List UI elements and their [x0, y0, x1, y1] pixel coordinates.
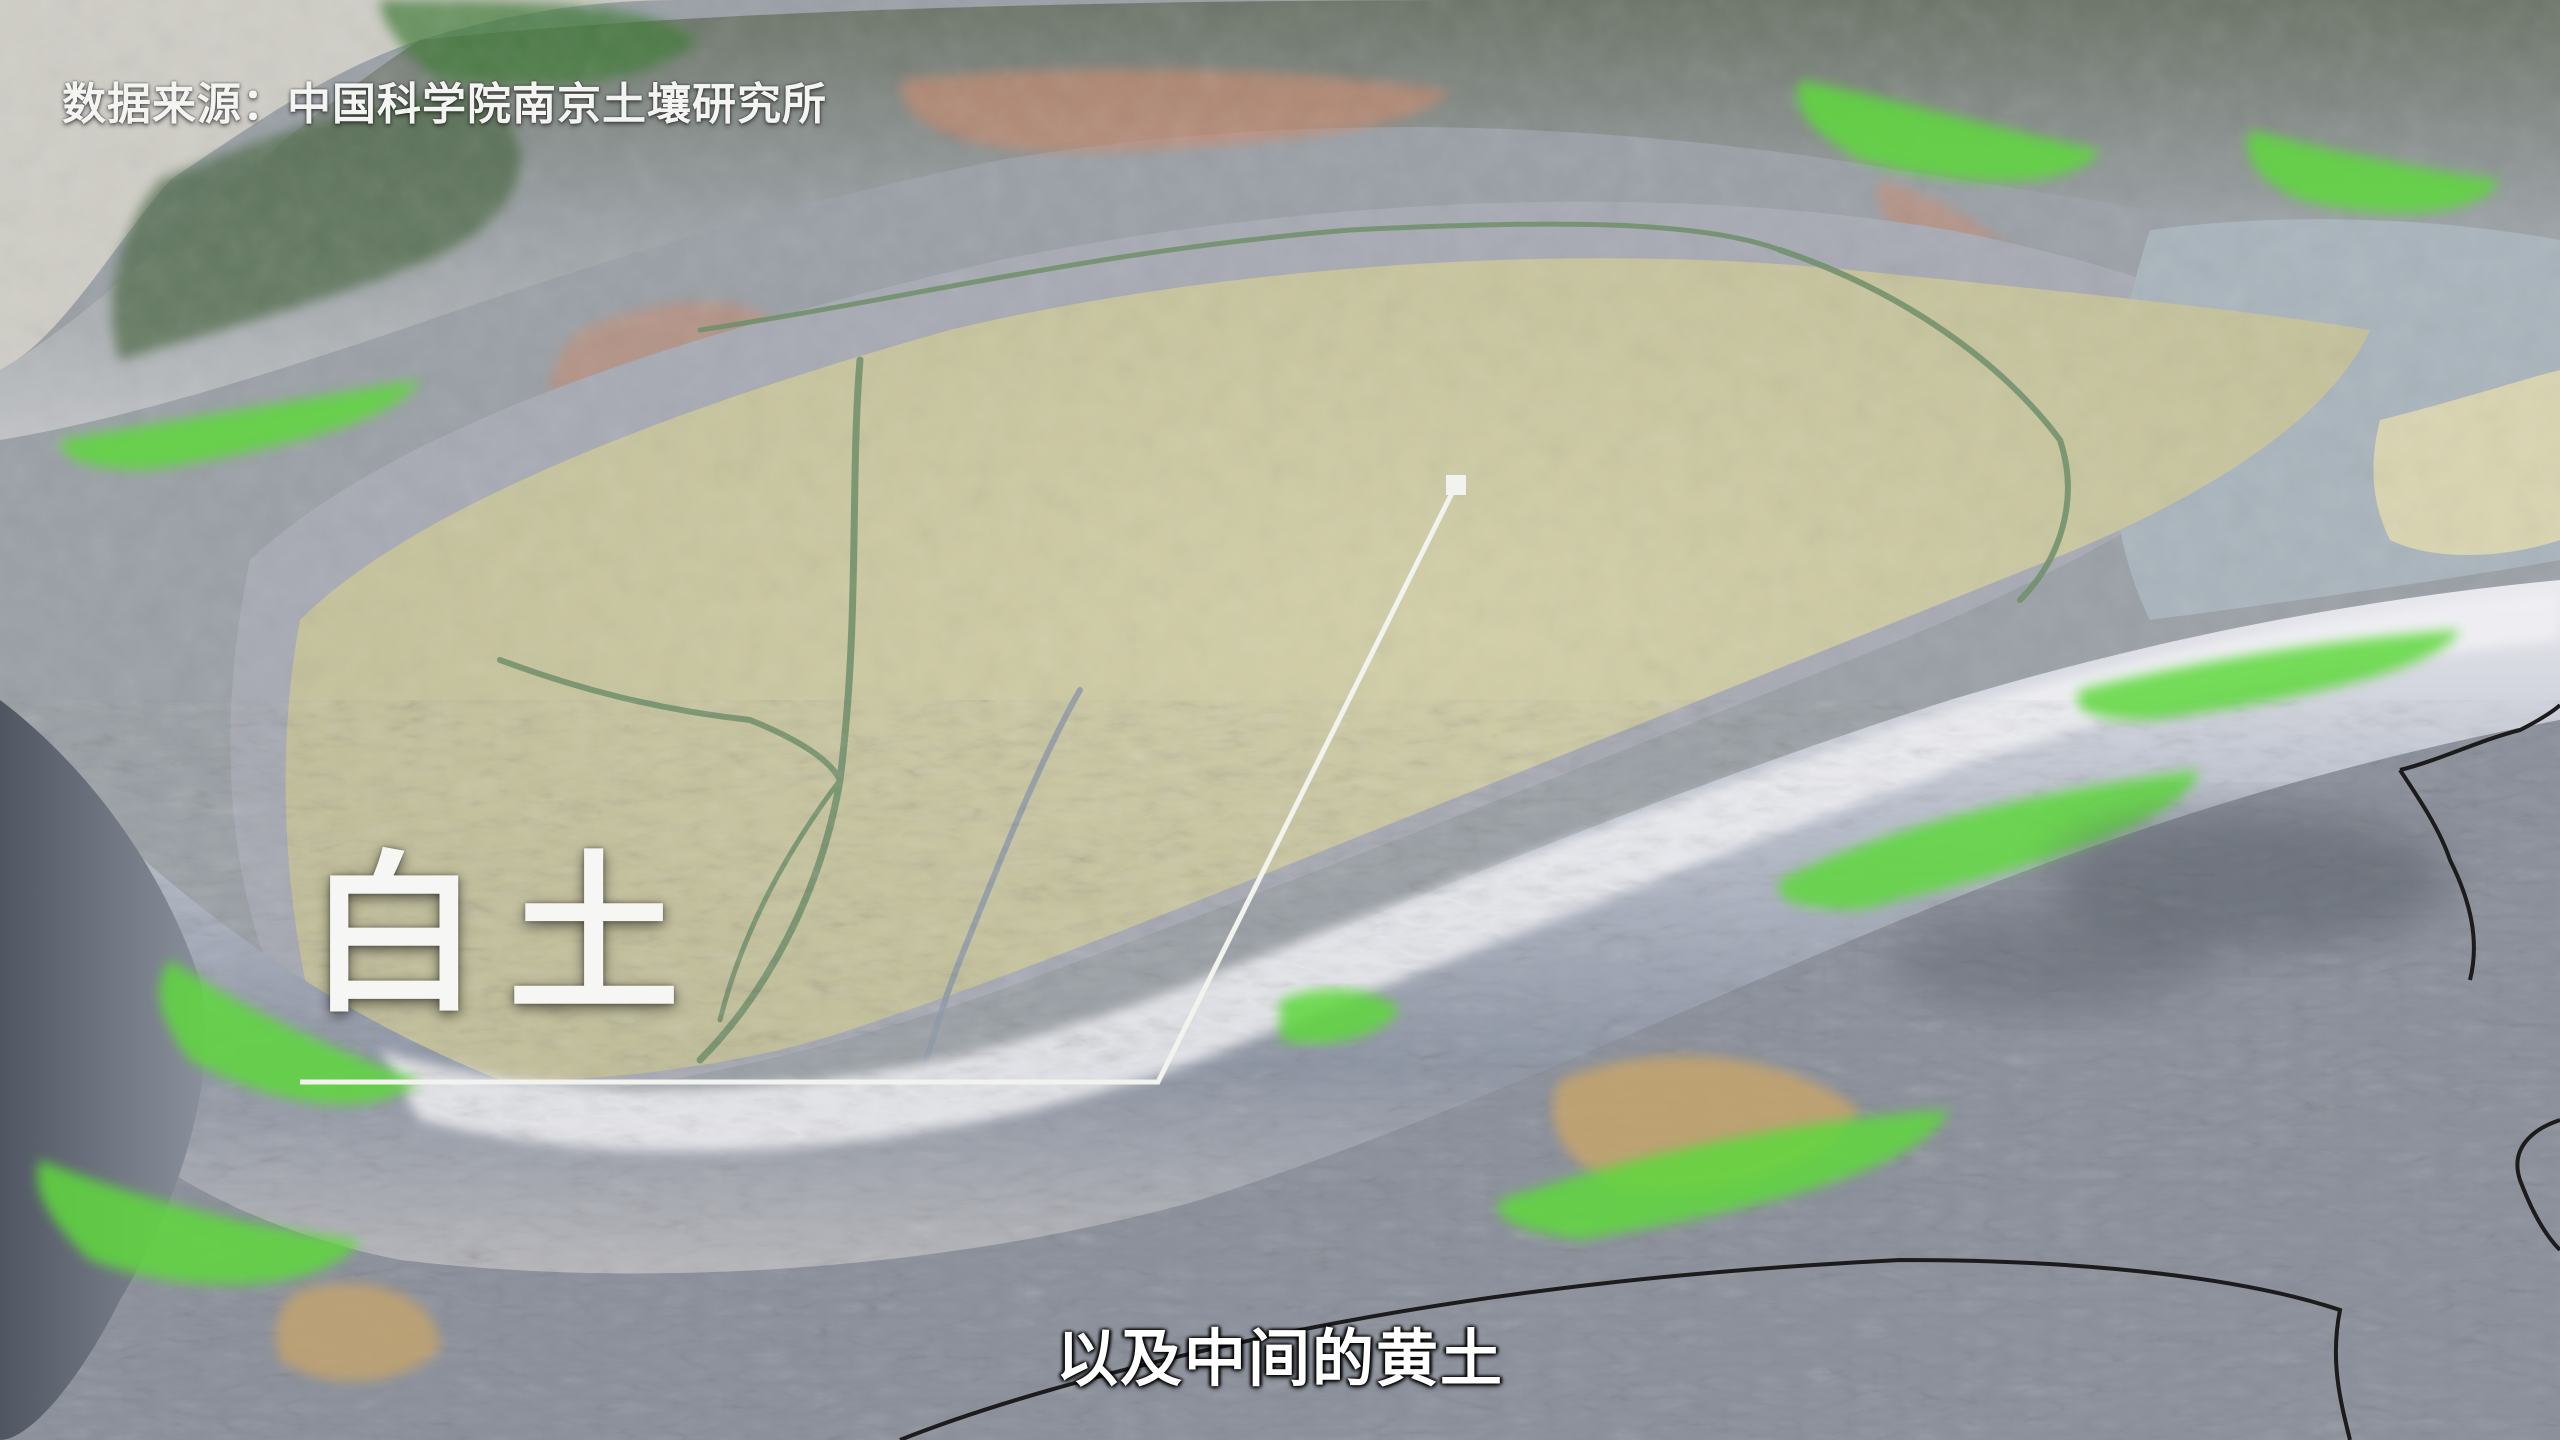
loess-patch-southwest: [276, 1283, 440, 1382]
shadow-east-a: [2050, 810, 2450, 950]
soil-type-label: 白土: [308, 835, 708, 1036]
video-subtitle: 以及中间的黄土: [1055, 1322, 1504, 1395]
veg-northwest-foothills: [60, 380, 420, 470]
vegetation-belts: [37, 80, 2500, 1285]
border-south: [899, 1257, 2352, 1440]
callout-line: [300, 483, 1459, 1085]
veg-southwest: [37, 1160, 360, 1285]
western-mountains: [0, 700, 206, 1440]
river-tarim-east: [1777, 247, 2071, 603]
veg-south-center: [1498, 1110, 1950, 1240]
border-east-vertical: [2398, 768, 2476, 981]
veg-front-patch: [1280, 989, 1400, 1044]
veg-west-front: [159, 960, 420, 1105]
river-tarim-north: [697, 221, 1783, 333]
shadow-east-b: [1890, 910, 2210, 1010]
veg-east-range: [1778, 770, 2200, 910]
veg-north-east: [1797, 80, 2100, 182]
data-source-credit: 数据来源：中国科学院南京土壤研究所: [62, 79, 827, 130]
veg-far-northeast: [2247, 130, 2500, 214]
border-east-lower: [2515, 1118, 2560, 1252]
veg-east-front: [2077, 630, 2460, 720]
boundary-lines: [899, 703, 2560, 1440]
border-east-north: [2399, 703, 2560, 772]
callout: [300, 475, 1466, 1085]
